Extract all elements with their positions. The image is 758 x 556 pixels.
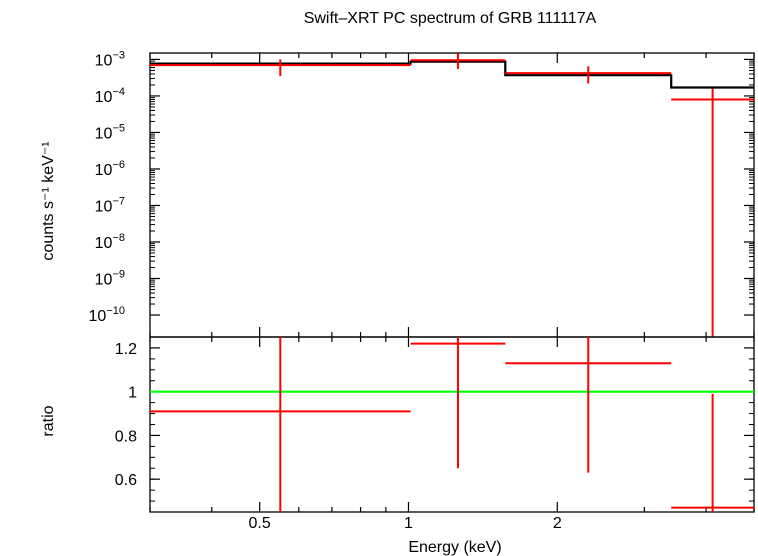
ratio-panel: 0.5 1 2 0.6 0.8 1 1.2 — [115, 336, 755, 532]
y-tick-label: 10−5 — [95, 122, 125, 142]
model-step-line — [150, 60, 754, 89]
y-tick-label: 10−10 — [89, 305, 125, 325]
ratio-y-tick-label: 1 — [128, 385, 137, 402]
x-tick-label: 0.5 — [249, 515, 271, 532]
y-tick-label: 10−6 — [95, 159, 125, 179]
y-tick-label: 10−8 — [95, 232, 125, 252]
y-tick-label: 10−4 — [95, 86, 125, 106]
x-axis-label: Energy (keV) — [408, 539, 501, 556]
spectrum-frame — [149, 52, 755, 338]
ratio-y-tick-label: 0.8 — [115, 428, 137, 445]
x-tick-label: 1 — [404, 515, 413, 532]
y-tick-label: 10−3 — [95, 49, 125, 69]
ratio-y-tick-label: 0.6 — [115, 472, 137, 489]
spectrum-panel: 10−3 10−4 10−5 10−6 10−7 10−8 10−9 10−10 — [89, 49, 755, 338]
chart-title: Swift–XRT PC spectrum of GRB 111117A — [304, 10, 597, 27]
x-tick-label: 2 — [553, 515, 562, 532]
bottom-y-axis-label: ratio — [40, 405, 57, 436]
top-y-axis-label: counts s⁻¹ keV⁻¹ — [40, 141, 57, 260]
y-tick-label: 10−7 — [95, 195, 125, 215]
ratio-y-tick-label: 1.2 — [115, 341, 137, 358]
y-tick-label: 10−9 — [95, 269, 125, 289]
